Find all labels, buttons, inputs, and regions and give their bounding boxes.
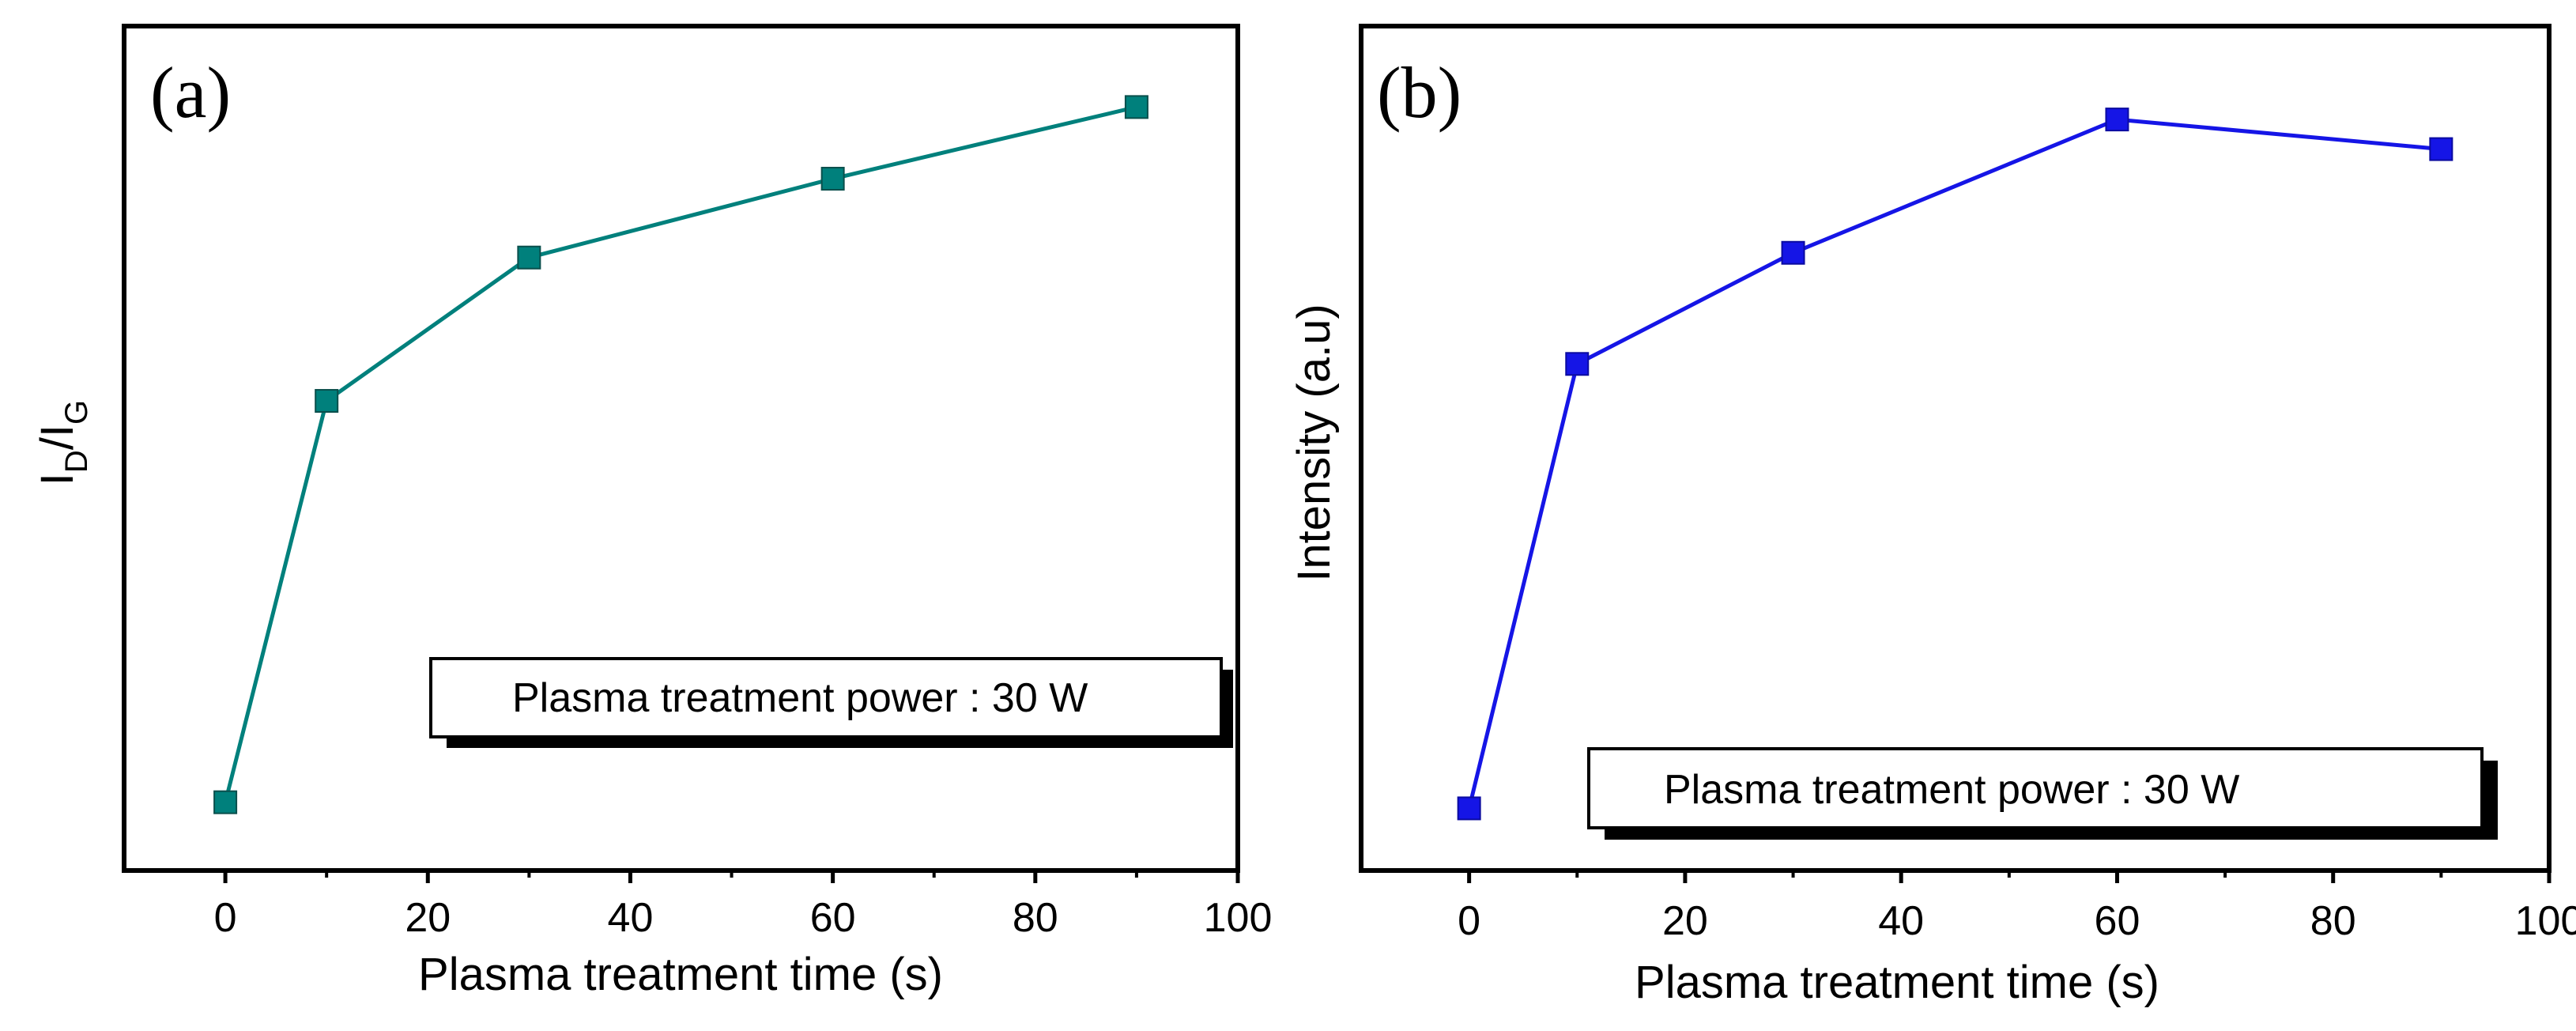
x-tick-label-b-0: 0 [1458,898,1480,944]
x-axis-label-a: Plasma treatment time (s) [418,949,943,1000]
series-b [1457,108,2453,821]
x-axis-label-b: Plasma treatment time (s) [1635,957,2159,1008]
plot-frame-a [122,24,1240,873]
data-point-a-2 [517,245,541,270]
y-label-i-a: I [32,473,83,485]
plot-frame-b [1359,24,2551,873]
y-label-sub-d-a: D [59,450,94,473]
x-axis-b: 0 20 40 60 80 100 [1458,870,2576,944]
y-axis-label-a: ID/IG [32,400,94,485]
panel-label-a: (a) [150,52,231,133]
x-tick-label-b-100: 100 [2515,898,2576,944]
x-tick-label-a-20: 20 [405,895,451,941]
x-tick-label-a-40: 40 [608,895,654,941]
annotation-frame-b [1587,747,2484,829]
y-label-mid-a: /I [32,425,83,450]
data-point-a-4 [1124,95,1148,119]
annotation-text-b: Plasma treatment power : 30 W [1664,767,2239,813]
panel-b: (b) 0 20 40 60 80 100 Plasma treatment time (… [1288,24,2576,1008]
x-tick-label-b-20: 20 [1662,898,1708,944]
y-label-sub-g-a: G [59,400,94,425]
series-line-b [1467,117,2442,810]
x-tick-label-a-80: 80 [1013,895,1058,941]
data-point-a-1 [315,389,339,414]
x-tick-label-a-0: 0 [214,895,237,941]
data-point-a-3 [820,167,845,191]
x-tick-label-b-60: 60 [2095,898,2140,944]
x-tick-label-a-60: 60 [810,895,856,941]
data-point-b-2 [1781,240,1805,265]
panel-a: (a) 0 20 40 60 80 100 Plasma treatment time (… [32,24,1273,1000]
data-point-b-3 [2105,108,2129,132]
annotation-box-b: Plasma treatment power : 30 W [1587,747,2498,840]
x-axis-a: 0 20 40 60 80 100 [214,870,1273,941]
x-tick-label-a-100: 100 [1204,895,1273,941]
data-point-b-0 [1457,796,1481,821]
annotation-box-a: Plasma treatment power : 30 W [429,657,1233,748]
series-a [213,95,1148,814]
data-point-a-0 [213,790,238,814]
x-tick-label-b-80: 80 [2310,898,2356,944]
y-axis-label-b: Intensity (a.u) [1288,304,1340,581]
annotation-text-a: Plasma treatment power : 30 W [512,675,1088,721]
panel-label-b: (b) [1377,52,1461,133]
annotation-frame-a [429,657,1223,738]
data-point-b-1 [1565,352,1590,376]
x-tick-label-b-40: 40 [1878,898,1924,944]
data-point-b-4 [2429,137,2453,161]
